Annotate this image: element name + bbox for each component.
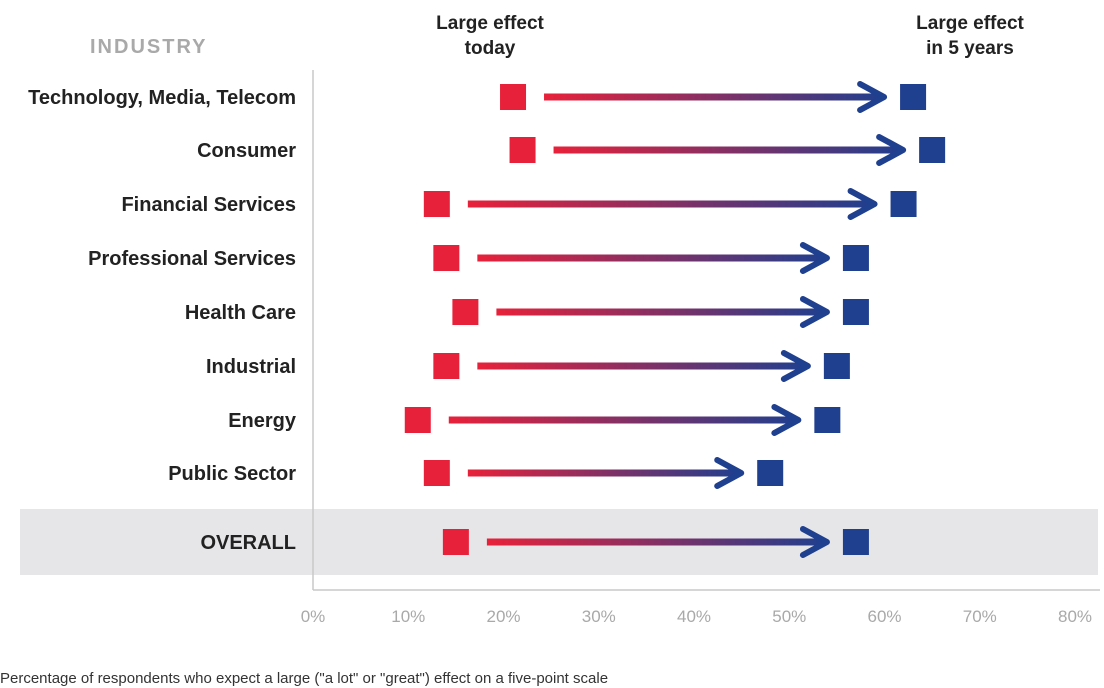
change-arrow-technology-media-telecom xyxy=(544,81,888,113)
future-marker-overall xyxy=(842,529,869,555)
category-label-public-sector: Public Sector xyxy=(168,463,296,485)
change-arrow-industrial xyxy=(477,350,811,382)
category-label-professional-services: Professional Services xyxy=(88,248,296,270)
today-marker-public-sector xyxy=(423,460,450,486)
x-tick-label-8: 80% xyxy=(1058,607,1092,626)
today-marker-technology-media-telecom xyxy=(500,84,527,110)
category-header: INDUSTRY xyxy=(90,36,207,58)
arrow-head-industrial xyxy=(780,350,811,382)
category-label-technology-media-telecom: Technology, Media, Telecom xyxy=(28,87,296,109)
future-marker-financial-services xyxy=(890,191,917,217)
today-marker-industrial xyxy=(433,353,460,379)
arrow-head-consumer xyxy=(876,134,907,166)
footnote: Percentage of respondents who expect a l… xyxy=(0,670,608,687)
future-marker-professional-services xyxy=(842,245,869,271)
x-axis-ticks: 0% 10% 20% 30% 40% 50% 60% 70% 80% xyxy=(301,607,1092,626)
arrow-head-health-care xyxy=(799,296,830,328)
category-label-financial-services: Financial Services xyxy=(121,194,296,216)
arrow-head-technology-media-telecom xyxy=(857,81,888,113)
legend-today-line1: Large effect xyxy=(436,13,544,34)
category-label-industrial: Industrial xyxy=(206,356,296,378)
chart-marks: Technology, Media, Telecom Consumer Financ… xyxy=(28,81,946,558)
future-marker-industrial xyxy=(823,353,850,379)
future-marker-technology-media-telecom xyxy=(900,84,927,110)
future-marker-energy xyxy=(814,407,841,433)
future-marker-health-care xyxy=(842,299,869,325)
change-arrow-public-sector xyxy=(467,457,745,489)
legend-future-line2: in 5 years xyxy=(926,38,1014,59)
x-tick-label-0: 0% xyxy=(301,607,326,626)
change-arrow-financial-services xyxy=(467,188,878,220)
today-marker-consumer xyxy=(509,137,536,163)
today-marker-health-care xyxy=(452,299,479,325)
legend-future-line1: Large effect xyxy=(916,13,1024,34)
x-tick-label-3: 30% xyxy=(582,607,616,626)
today-marker-financial-services xyxy=(423,191,450,217)
today-marker-energy xyxy=(404,407,431,433)
today-marker-professional-services xyxy=(433,245,460,271)
arrow-head-public-sector xyxy=(714,457,745,489)
x-tick-label-7: 70% xyxy=(963,607,997,626)
arrow-head-energy xyxy=(771,404,802,436)
category-label-health-care: Health Care xyxy=(185,302,296,324)
x-tick-label-4: 40% xyxy=(677,607,711,626)
change-arrow-overall xyxy=(486,526,830,558)
change-arrow-energy xyxy=(448,404,802,436)
legend-today-line2: today xyxy=(465,38,516,59)
x-tick-label-1: 10% xyxy=(391,607,425,626)
arrow-head-financial-services xyxy=(847,188,878,220)
arrow-head-professional-services xyxy=(799,242,830,274)
category-label-consumer: Consumer xyxy=(197,140,296,162)
today-marker-overall xyxy=(442,529,469,555)
category-label-energy: Energy xyxy=(228,410,297,432)
future-marker-public-sector xyxy=(757,460,784,486)
arrow-head-overall xyxy=(799,526,830,558)
change-arrow-health-care xyxy=(496,296,830,328)
category-label-overall: OVERALL xyxy=(200,532,296,554)
x-tick-label-5: 50% xyxy=(772,607,806,626)
x-tick-label-2: 20% xyxy=(486,607,520,626)
change-arrow-consumer xyxy=(553,134,907,166)
future-marker-consumer xyxy=(919,137,946,163)
change-arrow-professional-services xyxy=(477,242,830,274)
x-tick-label-6: 60% xyxy=(867,607,901,626)
